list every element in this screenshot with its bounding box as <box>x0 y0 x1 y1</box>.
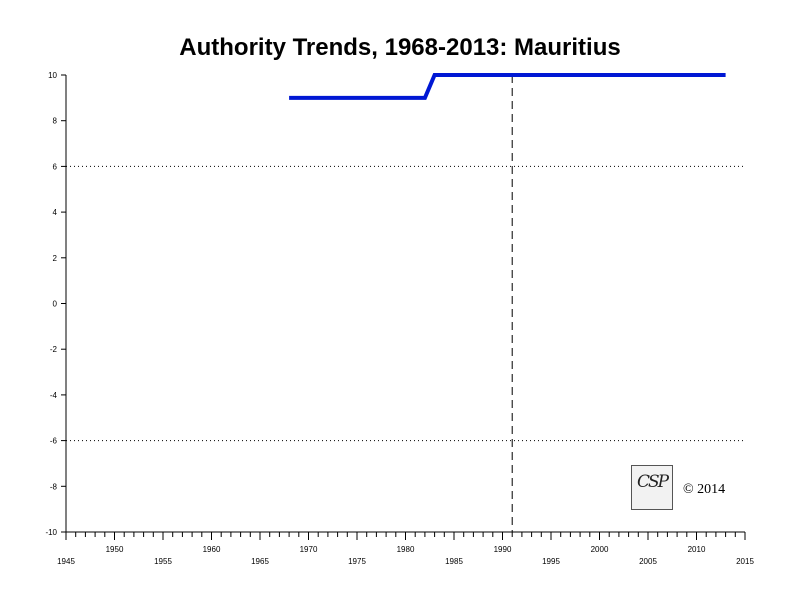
x-tick-label: 1945 <box>57 557 75 566</box>
chart-title: Authority Trends, 1968-2013: Mauritius <box>179 34 621 61</box>
y-tick-label: 0 <box>53 300 58 309</box>
y-tick-label: 2 <box>53 254 58 263</box>
copyright-note: © 2014 <box>683 482 726 497</box>
y-tick-label: -10 <box>45 528 57 537</box>
x-tick-label: 2015 <box>736 557 754 566</box>
x-tick-label: 1980 <box>397 545 415 554</box>
x-tick-label: 2010 <box>688 545 706 554</box>
series-lines <box>289 73 726 100</box>
x-tick-label: 1990 <box>494 545 512 554</box>
y-tick-label: -2 <box>50 345 58 354</box>
x-tick-label: 1975 <box>348 557 366 566</box>
x-tick-label: 1955 <box>154 557 172 566</box>
x-tick-label: 1985 <box>445 557 463 566</box>
y-tick-label: 4 <box>53 208 58 217</box>
chart-axes: 10 8 6 4 2 0 -2 -4 -6 -8 -10 1950 1960 1970 1980 1990 20… <box>45 71 754 566</box>
x-tick-label: 1995 <box>542 557 560 566</box>
x-tick-label: 1970 <box>300 545 318 554</box>
y-tick-label: 8 <box>53 117 58 126</box>
csp-logo-text: CSP <box>636 472 669 492</box>
y-tick-label: -8 <box>50 482 58 491</box>
x-tick-label: 2000 <box>591 545 609 554</box>
x-tick-label: 1965 <box>251 557 269 566</box>
x-tick-label: 1960 <box>203 545 221 554</box>
x-tick-label: 2005 <box>639 557 657 566</box>
y-tick-label: -6 <box>50 437 58 446</box>
reference-lines <box>66 75 745 532</box>
y-tick-label: 10 <box>48 71 57 80</box>
csp-logo: CSP <box>631 465 673 510</box>
authority-series-line <box>289 73 726 100</box>
x-tick-label: 1950 <box>106 545 124 554</box>
y-tick-label: -4 <box>50 391 58 400</box>
y-tick-label: 6 <box>53 162 58 171</box>
